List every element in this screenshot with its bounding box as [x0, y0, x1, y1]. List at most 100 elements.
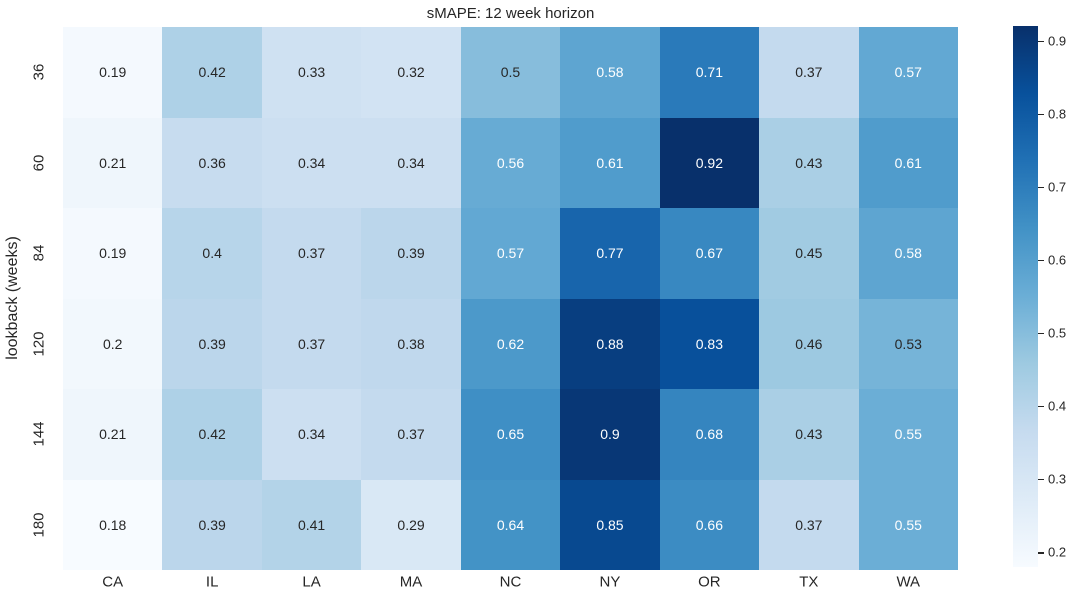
cell-value: 0.9 — [600, 426, 620, 443]
colorbar-tick-mark — [1038, 186, 1044, 189]
heatmap-cell: 0.5 — [460, 27, 561, 118]
heatmap-cell: 0.45 — [759, 208, 859, 299]
x-tick-label: NY — [599, 573, 621, 591]
heatmap-cell: 0.58 — [560, 27, 660, 118]
colorbar-gradient — [1013, 26, 1038, 567]
heatmap-cell: 0.92 — [659, 117, 760, 208]
heatmap-cell: 0.46 — [759, 298, 859, 389]
heatmap-cell: 0.42 — [162, 27, 262, 118]
heatmap-cell: 0.68 — [659, 389, 760, 480]
y-tick-label: 84 — [30, 244, 48, 262]
cell-value: 0.83 — [695, 335, 723, 352]
y-tick-label: 180 — [30, 512, 48, 538]
cell-value: 0.61 — [894, 154, 922, 171]
cell-value: 0.37 — [397, 426, 425, 443]
cell-value: 0.42 — [198, 426, 226, 443]
heatmap-cell: 0.58 — [858, 208, 958, 299]
cell-value: 0.39 — [198, 516, 226, 533]
heatmap-cell: 0.71 — [659, 27, 760, 118]
colorbar-tick-label: 0.3 — [1048, 471, 1067, 487]
colorbar-tick-mark — [1038, 406, 1044, 408]
cell-value: 0.38 — [397, 335, 425, 352]
colorbar-tick-label: 0.8 — [1048, 106, 1067, 122]
cell-value: 0.32 — [397, 64, 425, 81]
heatmap-cell: 0.57 — [858, 27, 958, 118]
heatmap-cell: 0.64 — [460, 479, 561, 570]
cell-value: 0.19 — [99, 245, 127, 262]
heatmap-cell: 0.39 — [162, 298, 262, 389]
heatmap-cell: 0.29 — [361, 479, 461, 570]
cell-value: 0.37 — [795, 64, 823, 81]
colorbar-tick-label: 0.4 — [1048, 398, 1067, 414]
colorbar-tick-label: 0.9 — [1048, 33, 1067, 49]
cell-value: 0.21 — [99, 426, 127, 443]
x-tick-label: NC — [499, 573, 522, 591]
y-tick-label: 36 — [30, 63, 48, 81]
y-axis-label: lookback (weeks) — [4, 236, 21, 360]
cell-value: 0.46 — [795, 335, 823, 352]
heatmap-cell: 0.43 — [759, 117, 859, 208]
heatmap-cell: 0.38 — [361, 298, 461, 389]
heatmap-cell: 0.39 — [162, 479, 262, 570]
cell-value: 0.66 — [695, 516, 723, 533]
cell-value: 0.85 — [596, 516, 624, 533]
heatmap-cell: 0.56 — [460, 117, 561, 208]
cell-value: 0.18 — [99, 516, 127, 533]
cell-value: 0.36 — [198, 154, 226, 171]
cell-value: 0.19 — [99, 64, 127, 81]
heatmap-cell: 0.9 — [560, 389, 660, 480]
heatmap-cell: 0.85 — [560, 479, 660, 570]
colorbar-tick-label: 0.7 — [1048, 179, 1067, 195]
cell-value: 0.64 — [496, 516, 525, 533]
cell-value: 0.55 — [894, 426, 922, 443]
heatmap-cell: 0.32 — [361, 27, 461, 118]
colorbar-tick-mark — [1038, 552, 1044, 554]
cell-value: 0.71 — [695, 64, 723, 81]
heatmap-cell: 0.55 — [858, 389, 958, 480]
cell-value: 0.67 — [695, 245, 723, 262]
cell-value: 0.39 — [198, 335, 226, 352]
heatmap-cell: 0.67 — [659, 208, 760, 299]
heatmap-cell: 0.34 — [261, 389, 362, 480]
cell-value: 0.29 — [397, 516, 425, 533]
cell-value: 0.88 — [596, 335, 624, 352]
colorbar-tick-label: 0.5 — [1048, 325, 1067, 341]
cell-value: 0.55 — [894, 516, 922, 533]
cell-value: 0.37 — [297, 335, 326, 352]
cell-value: 0.57 — [496, 245, 525, 262]
x-tick-label: LA — [302, 573, 321, 591]
cell-value: 0.33 — [297, 64, 326, 81]
cell-value: 0.56 — [496, 154, 525, 171]
cell-value: 0.61 — [596, 154, 624, 171]
x-tick-label: CA — [102, 573, 124, 591]
cell-value: 0.77 — [596, 245, 624, 262]
cell-value: 0.65 — [496, 426, 525, 443]
heatmap-cell: 0.37 — [759, 479, 859, 570]
heatmap-cell: 0.43 — [759, 389, 859, 480]
heatmap-cell: 0.37 — [759, 27, 859, 118]
y-tick-label: 60 — [30, 154, 48, 172]
cell-value: 0.42 — [198, 64, 226, 81]
x-tick-label: OR — [698, 573, 721, 591]
heatmap-cell: 0.53 — [858, 298, 958, 389]
heatmap-cell: 0.37 — [261, 208, 362, 299]
cell-value: 0.43 — [795, 154, 823, 171]
heatmap-cell: 0.57 — [460, 208, 561, 299]
cell-value: 0.2 — [102, 335, 123, 352]
x-tick-label: IL — [205, 573, 219, 591]
cell-value: 0.62 — [496, 335, 525, 352]
x-tick-label: MA — [399, 573, 423, 591]
heatmap-cell: 0.36 — [162, 117, 262, 208]
heatmap-cell: 0.4 — [162, 208, 262, 299]
heatmap-cell: 0.21 — [63, 389, 163, 480]
cell-value: 0.37 — [795, 516, 823, 533]
cell-value: 0.21 — [99, 154, 127, 171]
cell-value: 0.34 — [297, 154, 326, 171]
colorbar-tick-mark — [1038, 333, 1044, 335]
heatmap-cell: 0.61 — [858, 117, 958, 208]
cell-value: 0.57 — [894, 64, 922, 81]
colorbar-tick-label: 0.2 — [1048, 544, 1067, 560]
colorbar-tick-label: 0.6 — [1048, 252, 1067, 268]
heatmap-cell: 0.33 — [261, 27, 362, 118]
y-tick-label: 120 — [30, 331, 48, 357]
